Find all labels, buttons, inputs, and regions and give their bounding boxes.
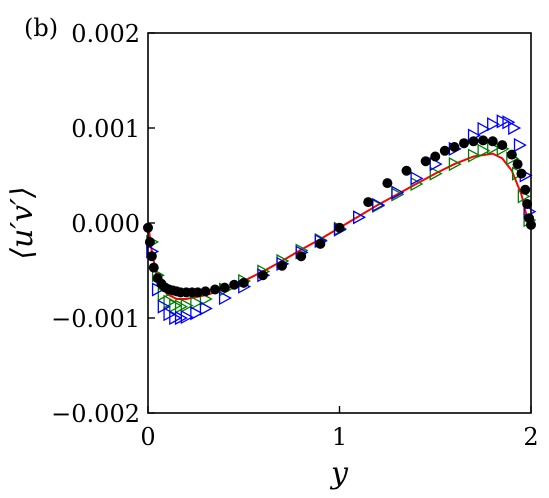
data-point-triangle — [467, 148, 481, 163]
y-tick-label: −0.002 — [51, 400, 140, 428]
data-point-circle — [458, 138, 469, 149]
data-point-triangle — [477, 143, 491, 158]
y-axis-label: ⟨u′v′⟩ — [5, 186, 40, 259]
data-point-triangle — [448, 157, 462, 172]
y-tick-label: −0.001 — [51, 305, 140, 333]
data-point-circle — [144, 237, 155, 247]
data-point-triangle — [513, 138, 527, 153]
data-point-circle — [420, 156, 431, 167]
x-tick-label: 0 — [140, 423, 155, 451]
data-point-triangle — [180, 309, 194, 325]
data-point-triangle — [352, 210, 367, 225]
data-point-circle — [334, 222, 345, 233]
series-3 — [143, 135, 536, 298]
data-point-triangle — [508, 120, 522, 136]
data-point-circle — [506, 149, 517, 160]
data-point-circle — [277, 260, 288, 271]
data-point-circle — [430, 151, 441, 162]
data-point-circle — [219, 282, 230, 293]
data-point-circle — [516, 168, 527, 179]
data-point-circle — [192, 287, 203, 298]
data-point-circle — [449, 142, 460, 152]
data-point-circle — [478, 135, 489, 146]
y-tick-label: 0.000 — [71, 210, 140, 238]
data-point-circle — [520, 184, 531, 195]
data-point-triangle — [180, 298, 194, 313]
data-point-circle — [497, 140, 508, 151]
data-point-circle — [229, 279, 240, 290]
data-point-circle — [210, 284, 221, 295]
data-point-circle — [238, 277, 249, 288]
data-point-circle — [439, 145, 450, 156]
x-tick-label: 2 — [523, 423, 538, 451]
data-point-triangle — [218, 290, 232, 306]
y-tick-label: 0.002 — [71, 20, 140, 48]
data-point-triangle — [487, 117, 501, 132]
panel-label: (b) — [24, 14, 58, 42]
data-point-circle — [382, 178, 393, 189]
data-point-circle — [200, 286, 211, 297]
data-point-triangle — [429, 166, 443, 181]
data-point-circle — [363, 197, 374, 208]
data-point-circle — [257, 270, 268, 281]
data-point-triangle — [190, 306, 204, 321]
data-point-triangle — [410, 171, 424, 186]
data-point-circle — [512, 159, 523, 170]
data-point-circle — [296, 251, 307, 262]
data-point-circle — [315, 238, 326, 249]
data-point-circle — [401, 165, 412, 176]
data-point-circle — [148, 262, 159, 273]
data-point-circle — [146, 251, 157, 262]
data-point-triangle — [477, 121, 491, 137]
x-axis-label: y — [329, 456, 349, 491]
data-point-circle — [487, 136, 498, 147]
data-point-circle — [522, 199, 533, 209]
data-point-triangle — [190, 295, 204, 310]
data-point-triangle — [372, 197, 386, 213]
data-point-triangle — [391, 185, 405, 200]
data-point-triangle — [199, 301, 213, 316]
y-tick-label: 0.001 — [71, 115, 140, 143]
series-layer — [143, 114, 537, 326]
data-point-circle — [468, 136, 479, 147]
tick-layer: 0 1 2 −0.002 −0.001 0.000 0.001 0.002 — [51, 20, 538, 451]
x-tick-label: 1 — [332, 423, 347, 451]
